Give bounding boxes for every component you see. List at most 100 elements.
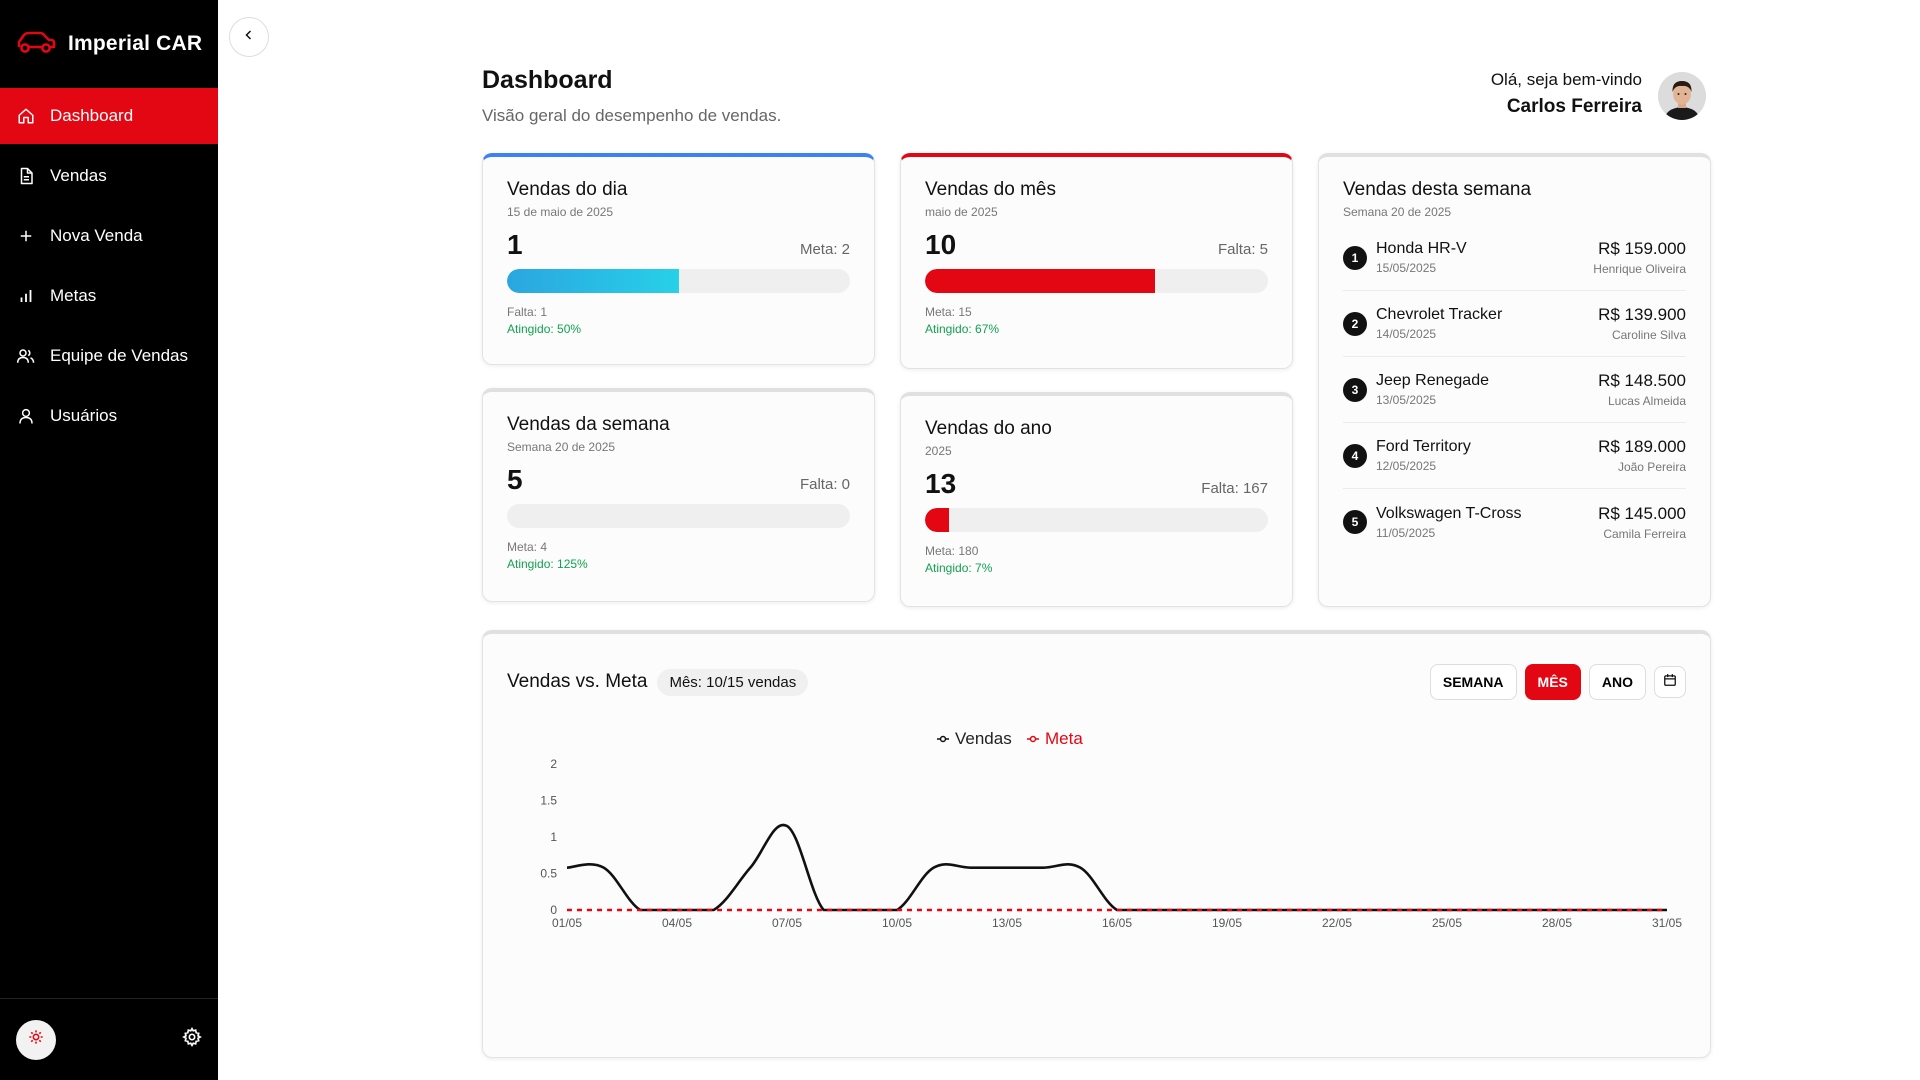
sun-icon [28, 1029, 44, 1050]
progress-bar [507, 504, 850, 528]
sidebar-item-dashboard[interactable]: Dashboard [0, 88, 218, 144]
goal-text: Meta: 4 [507, 540, 548, 554]
sidebar-item-label: Vendas [50, 166, 107, 185]
progress-fill [507, 269, 679, 293]
sale-price: R$ 145.000 [1598, 503, 1686, 523]
sidebar-footer [0, 998, 218, 1080]
document-icon [16, 166, 36, 186]
seller-name: Caroline Silva [1611, 328, 1686, 342]
card-vendas-mes: Vendas do mês maio de 2025 10 Falta: 5 M… [900, 153, 1293, 369]
card-subtitle: Semana 20 de 2025 [507, 440, 616, 454]
card-vendas-semana: Vendas da semana Semana 20 de 2025 5 Fal… [482, 388, 875, 602]
legend-marker-1 [1029, 735, 1037, 743]
list-item[interactable]: 2 Chevrolet Tracker 14/05/2025 R$ 139.900… [1343, 291, 1686, 357]
progress-bar [925, 508, 1268, 532]
kpi-row: 1 Meta: 2 [507, 229, 850, 261]
main-content: Dashboard Visão geral do desempenho de v… [482, 0, 1711, 1058]
card-title: Vendas da semana [507, 414, 670, 435]
sale-date: 11/05/2025 [1376, 525, 1436, 540]
users-icon [16, 346, 36, 366]
card-vendas-desta-semana: Vendas desta semana Semana 20 de 2025 1 … [1318, 153, 1711, 607]
sidebar-item-label: Usuários [50, 406, 118, 425]
list-item[interactable]: 3 Jeep Renegade 13/05/2025 R$ 148.500 Luca… [1343, 357, 1686, 423]
bar-chart-icon [16, 286, 36, 306]
y-tick-label: 1 [550, 830, 557, 844]
sidebar-item-usuarios[interactable]: Usuários [0, 388, 218, 444]
card-vendas-dia: Vendas do dia 15 de maio de 2025 1 Meta:… [482, 153, 875, 365]
y-tick-label: 0 [550, 903, 557, 917]
x-tick-label: 16/05 [1102, 916, 1132, 930]
kpi-value: 10 [925, 229, 957, 260]
goal-text: Meta: 180 [925, 544, 979, 558]
car-model: Chevrolet Tracker [1376, 306, 1503, 323]
range-year-button[interactable]: ANO [1588, 664, 1646, 700]
car-model: Volkswagen T-Cross [1376, 504, 1522, 522]
sidebar-item-metas[interactable]: Metas [0, 268, 218, 324]
kpi-remaining: Falta: 167 [1201, 480, 1268, 497]
progress-bar [925, 269, 1268, 293]
achieved-text: Atingido: 50% [507, 322, 582, 336]
card-vendas-vs-meta: Vendas vs. Meta Mês: 10/15 vendas SEMANA… [482, 630, 1711, 1058]
range-month-button[interactable]: MÊS [1524, 664, 1581, 700]
theme-toggle-button[interactable] [16, 1019, 56, 1060]
sidebar-item-vendas[interactable]: Vendas [0, 148, 218, 204]
brand-name: Imperial CAR [68, 32, 203, 55]
list-item[interactable]: 5 Volkswagen T-Cross 11/05/2025 R$ 145.00… [1343, 489, 1686, 555]
sidebar-item-label: Metas [50, 286, 97, 305]
seller-name: João Pereira [1617, 460, 1686, 474]
greeting-text: Olá, seja bem-vindo [1490, 70, 1642, 89]
car-icon [16, 28, 56, 61]
avatar[interactable] [1658, 72, 1706, 120]
rank-badge: 3 [1343, 377, 1367, 402]
brand[interactable]: Imperial CAR [0, 0, 218, 88]
range-selector: SEMANA MÊS ANO [1429, 664, 1686, 700]
x-tick-label: 28/05 [1542, 916, 1572, 930]
x-tick-label: 10/05 [882, 916, 912, 930]
progress-fill [925, 508, 949, 532]
sales-vs-goal-chart: Vendas Meta 0 0.5 1 1.5 2 01/05 04/05 07/05 10/05 1… [540, 729, 1682, 930]
card-title: Vendas desta semana [1343, 179, 1532, 200]
sale-date: 15/05/2025 [1376, 261, 1437, 275]
card-title: Vendas do dia [507, 179, 628, 200]
kpi-value: 1 [507, 229, 523, 260]
chart-header: Vendas vs. Meta Mês: 10/15 vendas SEMANA… [507, 664, 1686, 700]
plus-icon [16, 226, 36, 246]
collapse-sidebar-button[interactable] [229, 17, 269, 57]
kpi-goal: Meta: 2 [799, 241, 850, 258]
sale-price: R$ 148.500 [1598, 371, 1686, 390]
list-item[interactable]: 4 Ford Territory 12/05/2025 R$ 189.000 Joã… [1343, 423, 1686, 489]
sale-date: 14/05/2025 [1376, 327, 1437, 341]
calendar-button[interactable] [1654, 666, 1686, 698]
sidebar-item-nova-venda[interactable]: Nova Venda [0, 208, 218, 264]
kpi-row: 10 Falta: 5 [925, 229, 1268, 261]
sidebar-item-equipe[interactable]: Equipe de Vendas [0, 328, 218, 384]
x-tick-label: 13/05 [992, 916, 1022, 930]
card-title: Vendas do mês [925, 179, 1056, 200]
home-icon [16, 106, 36, 126]
sidebar-nav: Dashboard Vendas Nova Venda Metas Equipe… [0, 88, 218, 444]
car-model: Jeep Renegade [1376, 372, 1489, 389]
x-tick-label: 04/05 [662, 916, 692, 930]
card-subtitle: maio de 2025 [925, 205, 998, 219]
sale-date: 12/05/2025 [1376, 459, 1437, 473]
gear-icon[interactable] [182, 1026, 202, 1052]
user-icon [16, 406, 36, 426]
card-subtitle: 2025 [925, 444, 952, 458]
x-tick-label: 25/05 [1432, 916, 1462, 930]
sidebar-item-label: Nova Venda [50, 226, 143, 245]
sale-date: 13/05/2025 [1376, 393, 1437, 407]
x-tick-label: 19/05 [1212, 916, 1242, 930]
list-item[interactable]: 1 Honda HR-V 15/05/2025 R$ 159.000 Henriqu… [1343, 225, 1686, 291]
rank-badge: 1 [1343, 245, 1367, 270]
range-week-button[interactable]: SEMANA [1429, 664, 1517, 700]
progress-bar [507, 269, 850, 293]
page-subtitle: Visão geral do desempenho de vendas. [482, 106, 782, 125]
chevron-left-icon [243, 28, 255, 46]
page-header: Dashboard Visão geral do desempenho de v… [482, 0, 1706, 150]
user-name: Carlos Ferreira [1506, 96, 1642, 117]
sidebar-item-label: Dashboard [50, 106, 134, 125]
remaining-text: Falta: 1 [507, 305, 548, 319]
month-summary-badge: Mês: 10/15 vendas [657, 668, 809, 696]
chart-title: Vendas vs. Meta [507, 671, 648, 692]
goal-text: Meta: 15 [925, 305, 972, 319]
